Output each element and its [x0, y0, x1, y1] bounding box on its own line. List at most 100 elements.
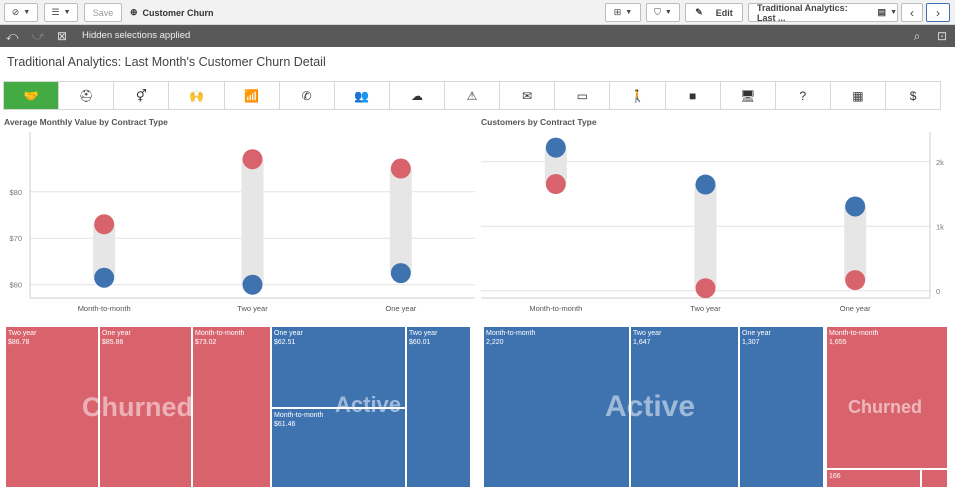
treemap-group-label-active: Active [605, 390, 696, 423]
handshake-icon: 🤝 [23, 88, 39, 103]
chevron-down-icon: ▼ [664, 9, 672, 16]
nav-question-button[interactable]: ? [776, 82, 831, 109]
chevron-left-icon: ‹ [910, 5, 914, 20]
range-bar[interactable] [93, 224, 116, 278]
save-button[interactable]: Save [84, 3, 122, 22]
active-point[interactable] [545, 137, 566, 158]
dollar-icon: $ [909, 88, 917, 103]
chevron-down-icon: ▼ [890, 9, 897, 16]
treemap-cell[interactable]: Two year 1,647 [630, 326, 739, 488]
bookmark-button[interactable]: ⛉ ▼ [646, 3, 680, 22]
page-title: Traditional Analytics: Last Month's Cust… [7, 55, 326, 69]
step-back-icon[interactable]: ⤺ [5, 28, 19, 43]
monitor-icon: 🖥 [740, 88, 756, 103]
calendar-icon: ▦ [852, 88, 864, 103]
avg-monthly-value-chart[interactable]: $60 $70 $80 Month-to-month Two year One year [0, 128, 475, 318]
nav-monitor-button[interactable]: 🖥 [721, 82, 776, 109]
churned-point[interactable] [695, 278, 716, 299]
treemap-cell[interactable]: One year $85.86 [99, 326, 192, 488]
customers-by-contract-chart[interactable]: 0 1k 2k Month-to-month Two year One year [478, 128, 950, 318]
treemap-cell[interactable]: Month-to-month $73.02 [192, 326, 271, 488]
range-bar[interactable] [389, 168, 412, 274]
nav-medical-kit-button[interactable]: ⛑ [59, 82, 115, 109]
nav-wifi-button[interactable]: 📶 [225, 82, 280, 109]
x-tick-label: Two year [237, 304, 268, 313]
nav-person-raised-button[interactable]: 🙌 [169, 82, 225, 109]
x-tick-label: One year [840, 304, 871, 313]
treemap-cell[interactable]: Two year $60.01 [406, 326, 471, 488]
treemap-cell[interactable] [921, 469, 948, 488]
navigation-menu-button[interactable]: ⊘ ▼ [4, 3, 38, 22]
chevron-down-icon: ▼ [23, 9, 31, 16]
phone-icon: ✆ [301, 88, 312, 103]
treemap-cell[interactable]: 166 [826, 469, 921, 488]
y-tick-label: 1k [936, 222, 944, 231]
list-menu-button[interactable]: ☰ ▼ [44, 3, 78, 22]
nav-mail-button[interactable]: ✉ [500, 82, 556, 109]
step-forward-icon[interactable]: ⤻ [31, 28, 45, 43]
selections-tool-icon[interactable]: ⊡ [936, 29, 948, 43]
question-icon: ? [799, 88, 807, 103]
treemap-cell[interactable]: One year $62.51 [271, 326, 406, 408]
active-point[interactable] [94, 267, 115, 288]
treemap-cell[interactable]: Month-to-month 1,655 [826, 326, 948, 469]
treemap-cell[interactable]: Month-to-month 2,220 [483, 326, 630, 488]
nav-gender-button[interactable]: ⚥ [114, 82, 170, 109]
search-icon[interactable]: ⌕ [913, 28, 921, 43]
nav-credit-card-button[interactable]: ▭ [555, 82, 611, 109]
nav-walking-person-button[interactable]: 🚶 [610, 82, 666, 109]
treemap-group-label-active: Active [335, 392, 402, 417]
nav-cloud-upload-button[interactable]: ☁ [390, 82, 445, 109]
active-point[interactable] [845, 196, 866, 217]
x-tick-label: Month-to-month [529, 304, 582, 313]
edit-button[interactable]: ✎ Edit [685, 3, 743, 22]
nav-dollar-button[interactable]: $ [886, 82, 940, 109]
clear-selections-icon[interactable]: ⊠ [56, 29, 68, 43]
churned-point[interactable] [94, 214, 115, 235]
treemap-cell[interactable]: One year 1,307 [739, 326, 824, 488]
presentation-icon: ⊞ [613, 7, 622, 17]
credit-card-icon: ▭ [576, 88, 588, 103]
churned-point[interactable] [845, 270, 866, 291]
treemap-cell[interactable]: Two year $86.78 [5, 326, 99, 488]
y-tick-label: 2k [936, 158, 944, 167]
mail-icon: ✉ [522, 88, 533, 103]
active-point[interactable] [242, 274, 263, 295]
present-button[interactable]: ⊞ ▼ [605, 3, 641, 22]
next-sheet-button[interactable]: › [926, 3, 950, 22]
y-tick-label: $80 [9, 188, 22, 197]
app-name: ⊕ Customer Churn [130, 7, 214, 18]
sheet-selector[interactable]: Traditional Analytics: Last ... ▤ ▼ [748, 3, 898, 23]
y-tick-label: $70 [9, 234, 22, 243]
y-tick-label: 0 [936, 287, 940, 296]
treemap-group-label-churned: Churned [848, 397, 922, 417]
group-icon: 👥 [354, 88, 370, 103]
range-bar[interactable] [544, 147, 567, 185]
hidden-selections-text: Hidden selections applied [82, 30, 191, 41]
range-bar[interactable] [844, 206, 867, 281]
range-bar[interactable] [241, 159, 264, 285]
range-bar[interactable] [694, 184, 717, 289]
chart-title-customers-by-contract: Customers by Contract Type [481, 117, 597, 127]
person-raised-icon: 🙌 [188, 88, 204, 103]
treemap-cell[interactable]: Month-to-month $61.46 [271, 408, 406, 488]
nav-warning-button[interactable]: ⚠ [445, 82, 501, 109]
nav-phone-button[interactable]: ✆ [280, 82, 335, 109]
wifi-icon: 📶 [244, 88, 260, 103]
bookmark-icon: ⛉ [654, 7, 661, 17]
churned-point[interactable] [242, 149, 263, 170]
previous-sheet-button[interactable]: ‹ [901, 3, 923, 22]
nav-handshake-button[interactable]: 🤝 [4, 82, 60, 109]
chart-title-avg-monthly-value: Average Monthly Value by Contract Type [4, 117, 168, 127]
y-tick-label: $60 [9, 281, 22, 290]
churned-point[interactable] [390, 158, 411, 179]
active-point[interactable] [695, 174, 716, 195]
nav-calendar-button[interactable]: ▦ [831, 82, 886, 109]
nav-group-button[interactable]: 👥 [335, 82, 390, 109]
nav-video-camera-button[interactable]: ■ [666, 82, 721, 109]
active-point[interactable] [390, 263, 411, 284]
churned-point[interactable] [545, 174, 566, 195]
walking-person-icon: 🚶 [629, 88, 645, 103]
cloud-upload-icon: ☁ [410, 88, 423, 103]
x-tick-label: Two year [690, 304, 721, 313]
